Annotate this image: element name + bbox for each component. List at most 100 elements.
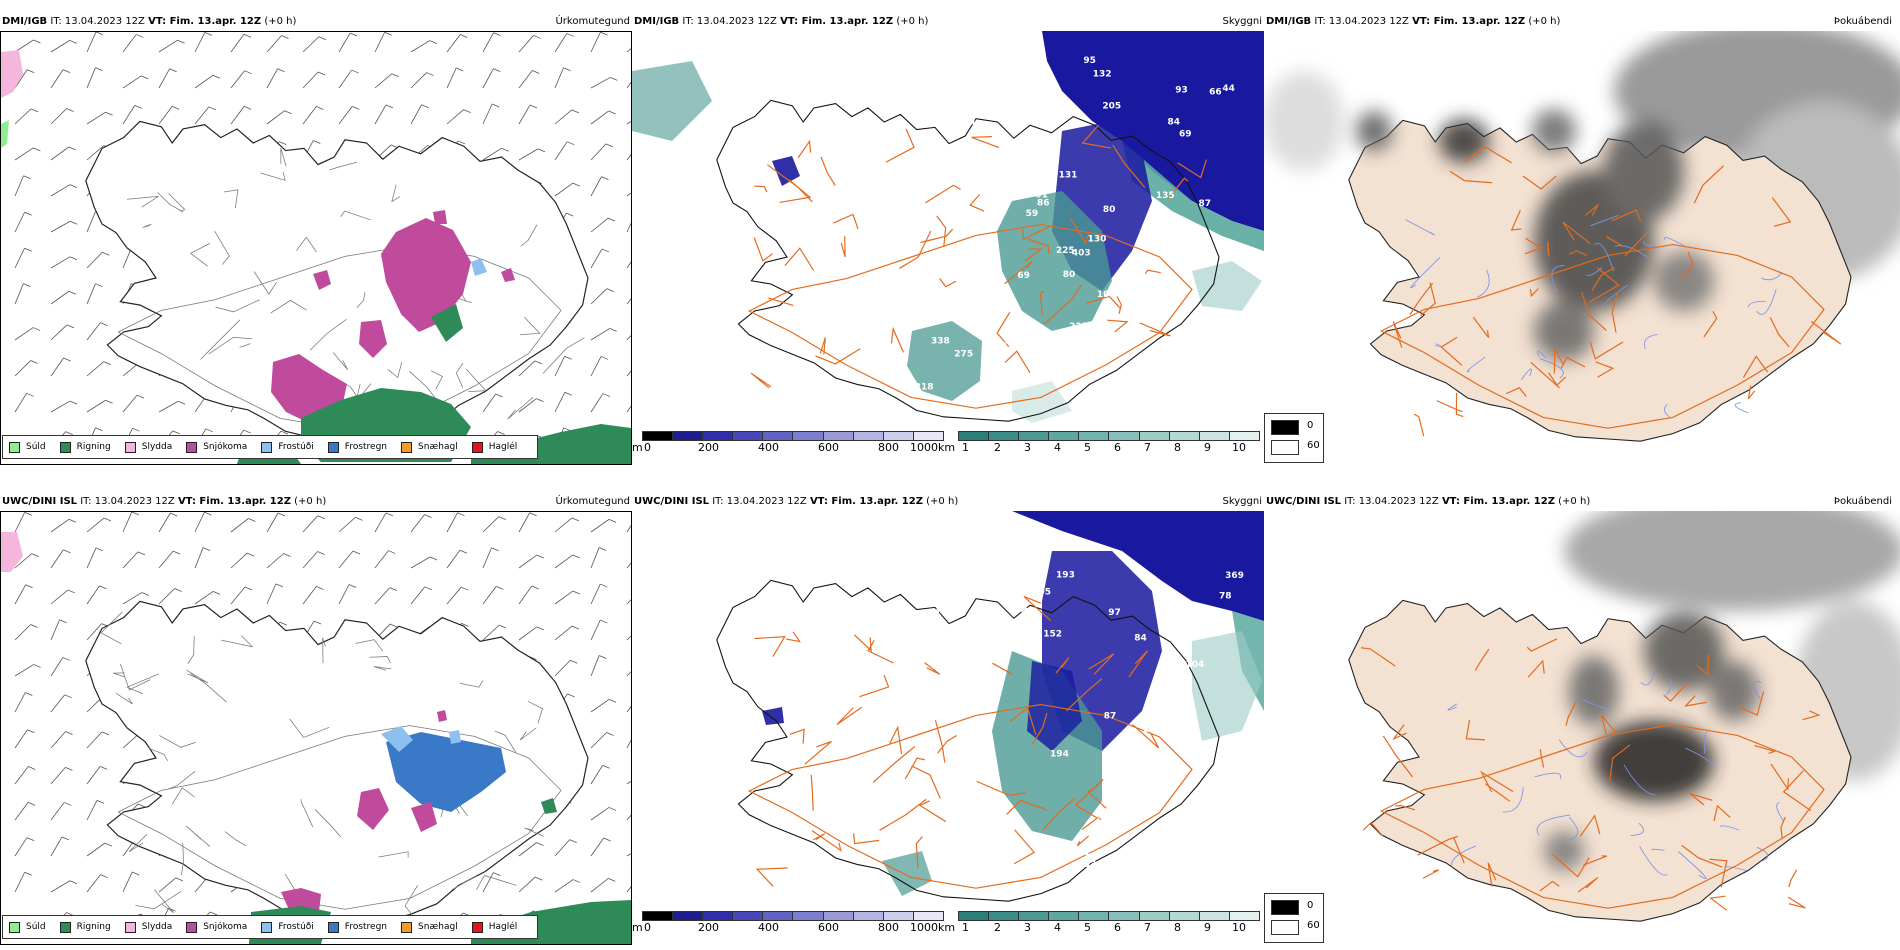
legend-swatch	[59, 441, 71, 453]
scale-tick: 800	[878, 921, 899, 934]
scale-tick: 8	[1174, 441, 1181, 454]
lead-time: (+0 h)	[1528, 16, 1561, 27]
visibility-scale-km	[958, 431, 1260, 441]
visibility-value-label: 148	[1060, 851, 1079, 861]
fog-legend-max: 60	[1307, 920, 1320, 931]
visibility-value-label: 88	[940, 671, 953, 681]
legend-item: Frostúði	[261, 441, 314, 453]
visibility-value-label: 87	[1198, 199, 1211, 209]
panel-title: Þokuábendi	[1833, 16, 1892, 27]
scale-tick: 5	[1084, 921, 1091, 934]
visibility-value-label: 107	[1003, 76, 1022, 86]
legend-swatch	[124, 441, 136, 453]
visibility-scale-m	[642, 431, 944, 441]
visibility-value-label: 66	[1209, 87, 1222, 97]
fog-swatch-black	[1271, 900, 1299, 915]
legend-label: Rigning	[76, 442, 111, 452]
visibility-value-label: 86	[1037, 198, 1050, 208]
fog-legend-max: 60	[1307, 440, 1320, 451]
visibility-value-label: 205	[1102, 102, 1121, 112]
legend-swatch	[471, 441, 483, 453]
scale-tick: 0	[644, 921, 651, 934]
panel-title: Skyggni	[1222, 496, 1262, 507]
legend-item: Frostregn	[327, 441, 388, 453]
model-name: DMI/IGB	[1266, 16, 1312, 27]
model-name: DMI/IGB	[634, 16, 680, 27]
visibility-value-labels: 1331488694162103971001941169378193881441…	[916, 570, 1244, 871]
visibility-value-label: 387	[950, 591, 969, 601]
visibility-value-label: 56	[943, 265, 956, 275]
visibility-value-label: 84	[1168, 117, 1181, 127]
legend-item: Slydda	[124, 441, 172, 453]
legend-item: Snæhagl	[401, 441, 458, 453]
fog-map	[1264, 21, 1900, 465]
legend-label: Súld	[26, 922, 46, 932]
fog-inland	[1356, 109, 1714, 361]
scale-tick: 6	[1114, 441, 1121, 454]
visibility-value-label: 162	[1141, 726, 1160, 736]
legend-label: Snæhagl	[418, 442, 458, 452]
legend-label: Frostregn	[344, 442, 388, 452]
visibility-value-label: 263	[1098, 816, 1117, 826]
legend-label: Súld	[26, 442, 46, 452]
visibility-shading	[632, 31, 1264, 423]
panel-title: Skyggni	[1222, 16, 1262, 27]
panel-title: Úrkomutegund	[555, 496, 630, 507]
legend-swatch	[124, 921, 136, 933]
scale-tick: 3	[1024, 921, 1031, 934]
fog-map-svg	[1264, 493, 1900, 945]
valid-time: VT: Fim. 13.apr. 12Z	[1441, 496, 1555, 507]
visibility-value-label: 102	[1097, 290, 1116, 300]
init-time: IT: 13.04.2023 12Z	[50, 16, 145, 27]
visibility-value-label: 403	[1072, 248, 1091, 258]
visibility-value-label: 132	[1093, 70, 1112, 80]
legend-item: Súld	[9, 441, 46, 453]
scale-tick: 3	[1024, 441, 1031, 454]
visibility-value-label: 275	[954, 350, 973, 360]
visibility-value-label: 103	[985, 640, 1004, 650]
visibility-value-label: 104	[935, 609, 954, 619]
lead-time: (+0 h)	[264, 16, 297, 27]
visibility-value-label: 66	[1175, 666, 1188, 676]
fog-panel: UWC/DINI ISL IT: 13.04.2023 12Z VT: Fim.…	[1264, 493, 1900, 945]
scale-tick: 400	[758, 441, 779, 454]
visibility-value-label: 93	[1021, 331, 1034, 341]
scale-tick: 2	[994, 921, 1001, 934]
precip-type-legend: Súld Rigning Slydda Snjókoma Frostúði Fr…	[2, 915, 539, 939]
legend-swatch	[261, 921, 273, 933]
visibility-value-label: 71	[916, 684, 929, 694]
init-time: IT: 13.04.2023 12Z	[712, 496, 807, 507]
model-name: UWC/DINI ISL	[1266, 496, 1342, 507]
scale-tick: 600	[818, 921, 839, 934]
visibility-value-label: 100	[988, 90, 1007, 100]
legend-label: Haglél	[488, 442, 518, 452]
unit-km: km	[938, 921, 956, 934]
lead-time: (+0 h)	[1558, 496, 1591, 507]
visibility-value-label: 58	[1172, 357, 1185, 367]
visibility-value-label: 135	[1156, 191, 1175, 201]
model-name: DMI/IGB	[2, 16, 48, 27]
panel-title: Þokuábendi	[1833, 496, 1892, 507]
precip-map	[0, 511, 632, 945]
legend-label: Haglél	[488, 922, 518, 932]
visibility-map: 100 87 86 58 97 97 80 90 69 66 84 107 104 44 93 132 275 6…	[632, 31, 1264, 423]
scale-tick: 200	[698, 921, 719, 934]
scale-tick: 4	[1054, 921, 1061, 934]
visibility-value-label: 76	[1110, 347, 1123, 357]
fog-swatch-white	[1271, 440, 1299, 455]
scale-tick: 8	[1174, 921, 1181, 934]
visibility-value-label: 69	[1179, 130, 1192, 140]
fog-legend-min: 0	[1307, 900, 1314, 911]
visibility-shading	[762, 511, 1264, 896]
visibility-value-label: 116	[959, 591, 978, 601]
legend-label: Rigning	[76, 922, 111, 932]
visibility-value-label: 148	[963, 648, 982, 658]
legend-swatch	[327, 921, 339, 933]
visibility-map: 133 148 86 94 162 103 97 100 194 116 93 78 193 88 144 1…	[632, 511, 1264, 903]
legend-item: Haglél	[471, 921, 518, 933]
fog-panel: DMI/IGB IT: 13.04.2023 12Z VT: Fim. 13.a…	[1264, 13, 1900, 465]
legend-label: Snjókoma	[203, 442, 248, 452]
scale-tick: 400	[758, 921, 779, 934]
panel-header: UWC/DINI ISL IT: 13.04.2023 12Z VT: Fim.…	[0, 493, 632, 511]
panel-header: DMI/IGB IT: 13.04.2023 12Z VT: Fim. 13.a…	[1264, 13, 1900, 31]
